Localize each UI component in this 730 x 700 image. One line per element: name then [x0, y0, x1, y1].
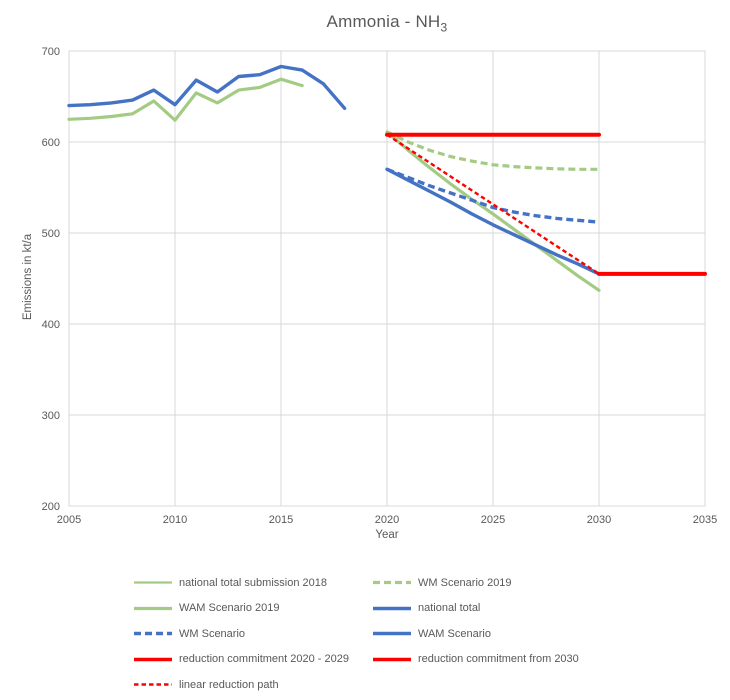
- legend-line-sample: [134, 581, 172, 584]
- x-tick-label-2035: 2035: [693, 514, 717, 526]
- y-tick-label-700: 700: [42, 46, 60, 58]
- legend-label: WM Scenario: [179, 627, 246, 640]
- legend-label: national total: [418, 602, 481, 615]
- chart-title: Ammonia - NH3: [69, 12, 705, 34]
- legend-item-reduction-commitment-2020-2029: reduction commitment 2020 - 2029: [133, 653, 372, 666]
- legend-line-sample: [373, 632, 411, 636]
- legend-line-sample: [373, 581, 411, 585]
- legend-line-sample: [134, 606, 172, 610]
- legend-line-sample: [134, 657, 172, 662]
- legend: national total submission 2018 WM Scenar…: [133, 570, 579, 698]
- legend-item-national-total-submission-2018: national total submission 2018: [133, 576, 372, 589]
- y-tick-label-200: 200: [42, 501, 60, 513]
- legend-label: reduction commitment 2020 - 2029: [179, 653, 349, 666]
- plot-area: 200 300 400 500 600 700 2005 2010 2015 2020 2025 20…: [42, 46, 718, 526]
- x-tick-label-2005: 2005: [57, 514, 81, 526]
- legend-item-wam-scenario-2019: WAM Scenario 2019: [133, 602, 372, 615]
- legend-label: WM Scenario 2019: [418, 576, 512, 589]
- y-tick-label-400: 400: [42, 319, 60, 331]
- x-axis-title: Year: [375, 529, 399, 541]
- series-line-wm-scenario: [386, 167, 600, 224]
- chart-title-text: Ammonia - NH: [326, 12, 441, 31]
- legend-item-linear-reduction-path: linear reduction path: [133, 678, 372, 691]
- series-line-wm-scenario-2019: [386, 130, 599, 171]
- y-tick-label-600: 600: [42, 137, 60, 149]
- legend-line-sample: [373, 657, 411, 662]
- y-axis-title: Emissions in kt/a: [22, 233, 34, 321]
- legend-line-sample: [134, 632, 172, 636]
- legend-item-reduction-commitment-from-2030: reduction commitment from 2030: [372, 653, 579, 666]
- legend-label: WAM Scenario 2019: [179, 602, 280, 615]
- plot-border: [68, 50, 706, 507]
- legend-item-wam-scenario: WAM Scenario: [372, 627, 579, 640]
- y-tick-label-300: 300: [42, 410, 60, 422]
- x-tick-label-2030: 2030: [587, 514, 611, 526]
- legend-item-national-total: national total: [372, 602, 579, 615]
- x-tick-label-2020: 2020: [375, 514, 399, 526]
- series-line-wam-scenario: [385, 167, 601, 276]
- legend-label: WAM Scenario: [418, 627, 491, 640]
- legend-item-wm-scenario-2019: WM Scenario 2019: [372, 576, 579, 589]
- series-line-national-total: [67, 64, 347, 111]
- legend-label: national total submission 2018: [179, 576, 327, 589]
- y-tick-label-500: 500: [42, 228, 60, 240]
- series-line-linear-reduction-path: [386, 133, 600, 275]
- chart-title-subscript: 3: [440, 20, 448, 35]
- legend-label: linear reduction path: [179, 678, 279, 691]
- legend-line-sample: [134, 683, 172, 686]
- legend-item-wm-scenario: WM Scenario: [133, 627, 372, 640]
- series-line-wam-scenario-2019: [385, 130, 601, 292]
- series-line-national-total-submission-2018: [67, 77, 304, 122]
- x-tick-label-2010: 2010: [163, 514, 187, 526]
- x-tick-label-2015: 2015: [269, 514, 293, 526]
- legend-line-sample: [373, 606, 411, 610]
- x-tick-label-2025: 2025: [481, 514, 505, 526]
- legend-label: reduction commitment from 2030: [418, 653, 579, 666]
